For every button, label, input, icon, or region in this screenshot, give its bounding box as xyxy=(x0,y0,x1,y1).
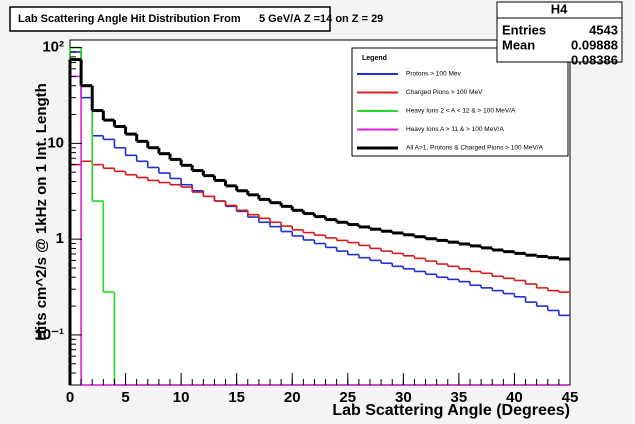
legend: Protons > 100 Mev Charged Pions > 100 MeV… xyxy=(357,71,544,152)
y-tick-label: 1 xyxy=(56,230,64,247)
legend-label: All A>1, Protons & Charged Pions > 100 M… xyxy=(406,145,544,152)
legend-title: Legend xyxy=(362,55,387,62)
x-tick-label: 0 xyxy=(66,389,74,406)
stats-value: 0.08386 xyxy=(571,52,618,67)
legend-label: Protons > 100 Mev xyxy=(406,71,461,78)
legend-label: Heavy Ions 2 < A < 12 & > 100 MeV/A xyxy=(406,108,516,115)
y-axis-label: Hits cm^2/s @ 1kHz on 1 Int. Length xyxy=(33,83,50,341)
stats-value: 4543 xyxy=(589,22,618,37)
stats-key: Mean xyxy=(502,37,535,52)
x-tick-label: 30 xyxy=(395,389,412,406)
x-tick-label: 5 xyxy=(121,389,129,406)
title-box xyxy=(9,6,331,32)
y-tick-label: 10² xyxy=(42,39,64,56)
marks xyxy=(68,46,570,386)
stats-key: Entries xyxy=(502,22,546,37)
legend-label: Charged Pions > 100 MeV xyxy=(406,89,483,96)
x-tick-label: 10 xyxy=(173,389,190,406)
x-tick-label: 35 xyxy=(451,389,468,406)
x-tick-label: 15 xyxy=(228,389,245,406)
x-axis-label: Lab Scattering Angle (Degrees) xyxy=(332,402,570,419)
chart-title: Lab Scattering Angle Hit Distribution Fr… xyxy=(18,13,383,25)
x-tick-label: 45 xyxy=(562,389,579,406)
y-tick-label: 10⁻¹ xyxy=(34,326,64,343)
y-tick-label: 10 xyxy=(47,134,64,151)
stats-value: 0.09888 xyxy=(571,37,618,52)
legend-box xyxy=(351,47,569,157)
x-tick-label: 40 xyxy=(506,389,523,406)
legend-label: Heavy Ions A > 11 & > 100 MeV/A xyxy=(406,126,504,133)
stats-name: H4 xyxy=(551,1,568,16)
stats-box xyxy=(496,1,623,63)
x-tick-label: 20 xyxy=(284,389,301,406)
x-tick-label: 25 xyxy=(339,389,356,406)
